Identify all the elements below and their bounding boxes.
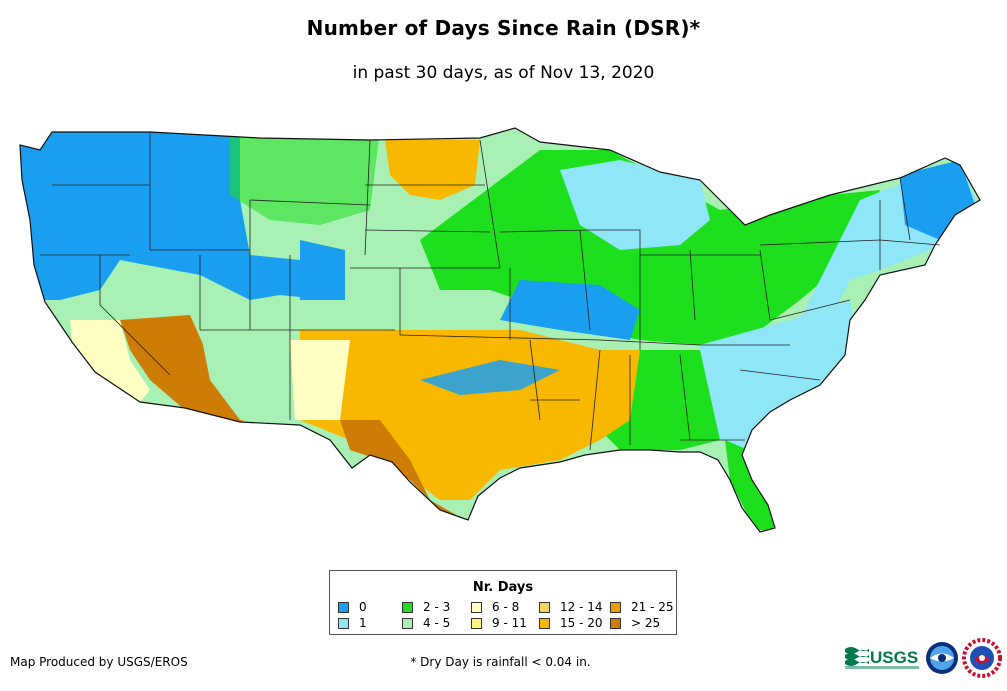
us-dsr-map	[19, 127, 981, 533]
legend-swatch	[402, 601, 413, 613]
credit-text: Map Produced by USGS/EROS	[10, 655, 188, 669]
legend-label: 6 - 8	[492, 600, 520, 614]
zone-15-20-mississippi	[580, 350, 640, 440]
state-boundaries	[40, 132, 941, 451]
usgs-logo: USGS	[845, 647, 919, 669]
legend-label: > 25	[631, 616, 661, 630]
zone-0-oklahoma-streak	[420, 360, 560, 395]
legend-label: 4 - 5	[423, 616, 451, 630]
zone-0-west	[20, 128, 345, 300]
zone-2-3-florida	[725, 440, 775, 530]
map-subtitle: in past 30 days, as of Nov 13, 2020	[352, 63, 655, 83]
legend-item: 1	[338, 616, 367, 630]
legend-item: 9 - 11	[471, 616, 527, 630]
legend-label: 12 - 14	[560, 600, 603, 614]
svg-text:USGS: USGS	[870, 648, 918, 667]
legend: Nr. Days 0 1 2 - 3 4 - 5 6 - 8 9 - 11 12 - 14 1…	[329, 570, 677, 635]
legend-item: > 25	[610, 616, 660, 630]
legend-title: Nr. Days	[472, 580, 534, 595]
zone-2-3-montana	[230, 130, 380, 225]
zone-0-missouri	[500, 280, 640, 340]
legend-item: 21 - 25	[610, 600, 674, 614]
legend-swatch	[471, 601, 482, 613]
legend-label: 15 - 20	[560, 616, 603, 630]
legend-label: 21 - 25	[631, 600, 674, 614]
precipitation-zones	[20, 128, 980, 532]
legend-swatch	[471, 617, 482, 629]
legend-swatch	[402, 617, 413, 629]
legend-item: 15 - 20	[539, 616, 603, 630]
legend-item: 4 - 5	[402, 616, 450, 630]
legend-item: 0	[338, 600, 367, 614]
legend-label: 1	[359, 616, 367, 630]
legend-label: 2 - 3	[423, 600, 451, 614]
legend-swatch	[539, 601, 550, 613]
zone-25-plus-southwest	[120, 315, 250, 425]
nws-logo	[962, 638, 1002, 678]
footnote-text: * Dry Day is rainfall < 0.04 in.	[410, 655, 591, 669]
footnote: * Dry Day is rainfall < 0.04 in.	[0, 655, 1007, 669]
legend-item: 2 - 3	[402, 600, 450, 614]
zone-6-8-new-mexico	[290, 340, 350, 420]
noaa-logo	[926, 642, 958, 674]
legend-swatch	[539, 617, 550, 629]
legend-swatch	[338, 601, 349, 613]
zone-4-5-four-corners	[200, 330, 300, 420]
legend-swatch	[610, 601, 621, 613]
map-title: Number of Days Since Rain (DSR)*	[306, 16, 701, 40]
legend-item: 6 - 8	[471, 600, 519, 614]
zone-25-plus-texas	[340, 420, 465, 520]
legend-swatch	[610, 617, 621, 629]
legend-swatch	[338, 617, 349, 629]
legend-item: 12 - 14	[539, 600, 603, 614]
zone-6-8-california	[70, 320, 150, 402]
zone-1-great-lakes	[560, 160, 710, 250]
legend-label: 9 - 11	[492, 616, 527, 630]
zone-0-colorado	[300, 240, 345, 300]
legend-label: 0	[359, 600, 367, 614]
